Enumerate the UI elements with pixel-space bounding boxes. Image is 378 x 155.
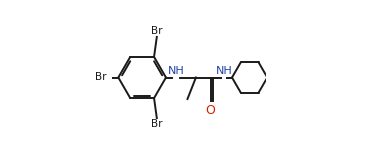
Text: NH: NH xyxy=(216,66,233,76)
Text: O: O xyxy=(206,104,215,117)
Text: Br: Br xyxy=(94,73,106,82)
Text: Br: Br xyxy=(151,26,163,36)
Text: NH: NH xyxy=(167,66,184,76)
Text: Br: Br xyxy=(151,119,163,129)
